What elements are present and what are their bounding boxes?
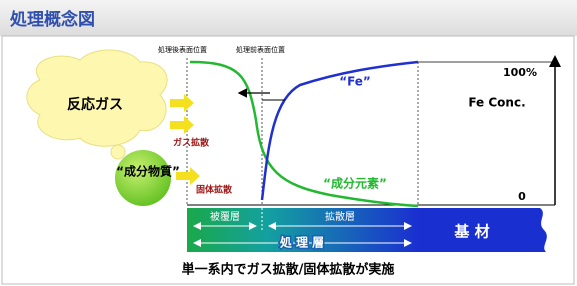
solid-diffusion: 固体拡散 [196, 184, 233, 196]
axis-name: Fe Conc. [468, 96, 525, 110]
axis-top: 100% [503, 66, 537, 79]
diagram: 処理概念図 処理後表面位置 処理前表面位置 反応ガス “成分物質” ガス拡散 固… [0, 0, 577, 286]
cloud-label: 反応ガス [67, 96, 123, 113]
coating-label: 被覆層 [210, 210, 240, 223]
diffusion-label: 拡散層 [325, 210, 355, 223]
axis-bottom: 0 [518, 190, 526, 203]
fe-label: “Fe” [339, 75, 371, 89]
element-label: “成分元素” [323, 176, 387, 191]
substance-label: “成分物質” [116, 164, 180, 179]
treated-label: 処 理 層 [279, 235, 324, 250]
base-label: 基 材 [453, 223, 489, 241]
position-label: 処理後表面位置 [158, 45, 207, 54]
cloud-bubble [111, 145, 125, 159]
caption: 単一系内でガス拡散/固体拡散が実施 [182, 262, 395, 278]
position-label: 処理前表面位置 [236, 45, 285, 54]
title: 処理概念図 [9, 9, 95, 30]
gas-diffusion: ガス拡散 [173, 137, 210, 149]
